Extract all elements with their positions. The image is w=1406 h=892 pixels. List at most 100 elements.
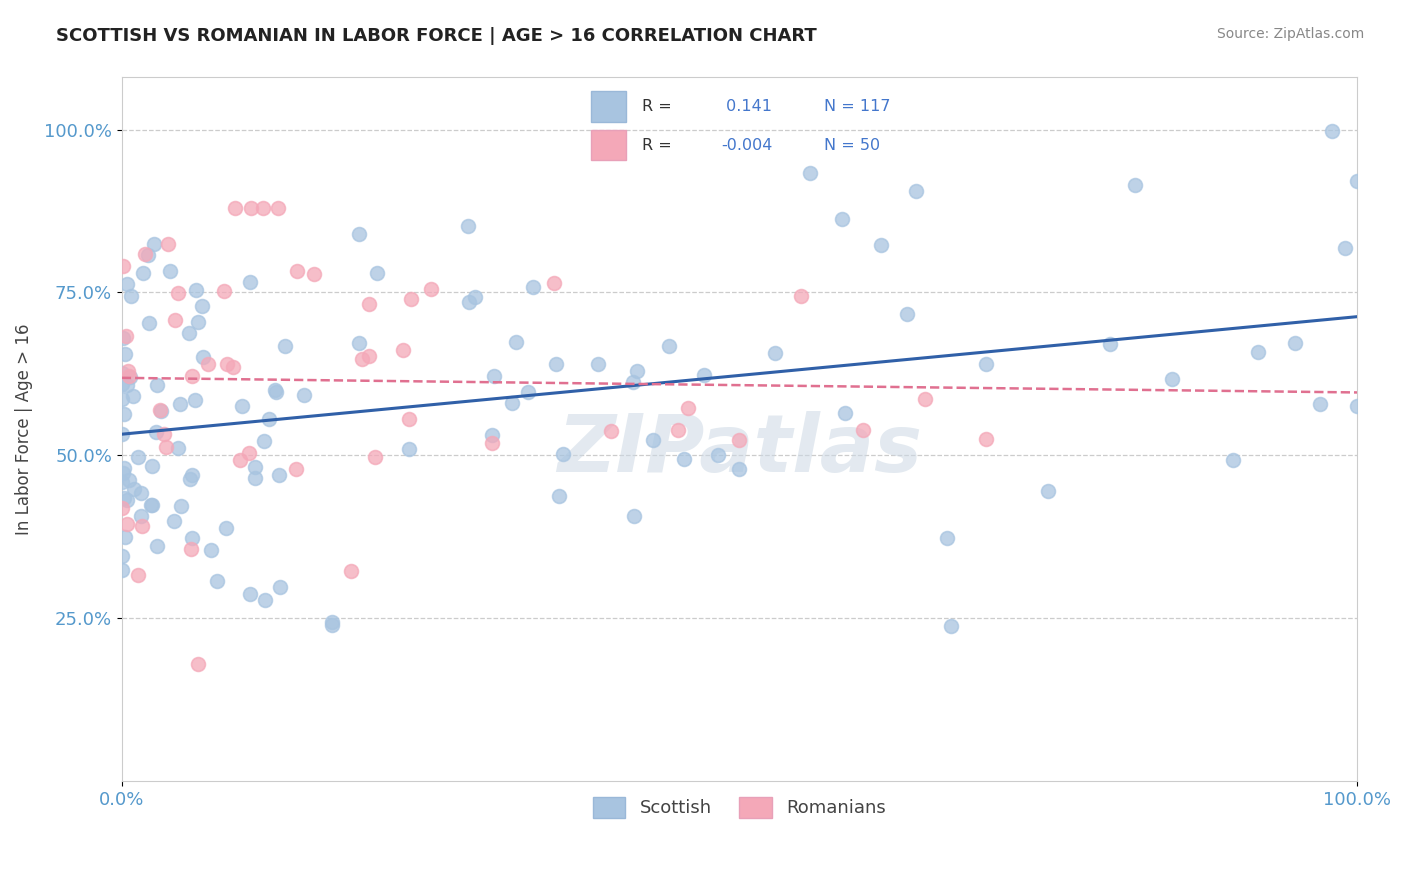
Point [186,657,208,671]
Point [163,514,186,528]
Point [673,452,696,467]
Point [1309,396,1331,410]
Point [238,587,260,601]
Point [111,563,134,577]
Point [200,542,222,557]
Point [626,364,648,378]
Point [1247,345,1270,359]
Point [548,490,571,504]
Point [834,406,856,420]
Point [111,259,134,273]
Point [357,349,380,363]
Point [1123,178,1146,192]
Point [112,491,135,505]
Point [349,227,371,242]
Point [285,264,308,278]
Point [401,292,423,306]
Point [623,375,645,389]
Point [482,368,505,383]
Point [252,434,274,448]
Point [222,360,245,375]
Point [139,498,162,512]
Point [240,201,263,215]
Point [115,378,138,392]
Point [153,427,176,442]
Point [114,530,136,544]
Point [124,483,146,497]
Point [347,336,370,351]
Point [464,290,486,304]
Point [129,508,152,523]
Point [1222,453,1244,467]
Point [976,432,998,446]
Point [763,345,786,359]
Point [149,402,172,417]
Point [391,343,413,357]
Point [505,335,527,350]
Point [111,427,134,442]
Point [728,433,751,447]
Point [896,307,918,321]
Point [146,539,169,553]
Point [551,447,574,461]
Point [180,368,202,383]
Point [184,393,207,408]
Point [122,389,145,403]
Point [112,461,135,475]
Point [114,329,136,343]
Point [179,472,201,486]
Text: SCOTTISH VS ROMANIAN IN LABOR FORCE | AGE > 16 CORRELATION CHART: SCOTTISH VS ROMANIAN IN LABOR FORCE | AG… [56,27,817,45]
Point [167,286,190,301]
Point [267,201,290,215]
Point [187,315,209,329]
Point [166,442,188,456]
Point [180,468,202,483]
Point [117,492,139,507]
Point [941,619,963,633]
Point [191,350,214,364]
Point [112,407,135,421]
Point [264,385,287,400]
Point [398,411,420,425]
Point [120,289,142,303]
Point [263,383,285,397]
Point [134,247,156,261]
Point [111,376,134,391]
Point [274,339,297,353]
Point [321,617,343,632]
Point [869,238,891,252]
Point [976,357,998,371]
Point [132,266,155,280]
Point [131,485,153,500]
Point [707,448,730,462]
Point [321,615,343,629]
Point [799,166,821,180]
Point [136,248,159,262]
Point [156,236,179,251]
Point [127,450,149,464]
Point [197,357,219,371]
Point [238,446,260,460]
Point [112,466,135,480]
Point [229,453,252,467]
Point [142,236,165,251]
Point [292,387,315,401]
Point [111,500,134,515]
Point [257,411,280,425]
Point [643,434,665,448]
Point [398,442,420,457]
Point [340,564,363,578]
Point [191,299,214,313]
Point [728,462,751,476]
Point [1160,372,1182,386]
Point [159,264,181,278]
Point [165,313,187,327]
Point [1333,241,1355,255]
Point [131,518,153,533]
Point [146,378,169,392]
Point [935,531,957,545]
Point [623,508,645,523]
Point [516,384,538,399]
Point [790,289,813,303]
Point [543,276,565,290]
